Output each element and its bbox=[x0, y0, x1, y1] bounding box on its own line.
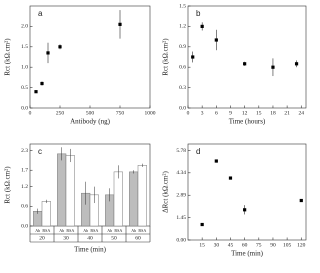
panel-label: d bbox=[196, 147, 200, 156]
data-point bbox=[214, 159, 218, 163]
x-tick-label: 105 bbox=[283, 242, 292, 248]
bar bbox=[129, 171, 139, 227]
x-tick-label: 12 bbox=[242, 110, 248, 116]
data-point bbox=[294, 62, 299, 66]
data-point bbox=[228, 176, 233, 180]
x-tick-label: 45 bbox=[228, 242, 234, 248]
data-point bbox=[243, 62, 247, 66]
data-point bbox=[200, 24, 204, 28]
y-axis-label: Rct (kΩ.cm²) bbox=[4, 38, 12, 76]
y-tick-label: 0.0 bbox=[21, 105, 28, 111]
y-tick-label: 0.5 bbox=[21, 85, 28, 91]
data-point bbox=[58, 45, 62, 49]
bar bbox=[57, 153, 67, 227]
x-axis-label: Time (min) bbox=[231, 250, 263, 258]
y-tick-label: 1.5 bbox=[179, 3, 186, 9]
x-tick-label: 1000 bbox=[145, 110, 156, 116]
y-tick-label: 0.00 bbox=[176, 237, 186, 243]
y-tick-label: 1.7 bbox=[21, 168, 28, 174]
data-point bbox=[40, 81, 44, 86]
data-point bbox=[243, 208, 247, 212]
legend-label: Ab bbox=[59, 228, 64, 233]
legend-label: Ab bbox=[35, 228, 40, 233]
x-tick-label: 50 bbox=[111, 235, 117, 241]
panel-label: b bbox=[196, 9, 201, 18]
x-tick-label: 60 bbox=[242, 242, 248, 248]
y-axis-label: Rct (kΩ.cm²) bbox=[4, 166, 12, 204]
x-tick-label: 0 bbox=[187, 110, 190, 116]
x-tick-label: 6 bbox=[215, 110, 218, 116]
data-point bbox=[200, 222, 204, 227]
x-tick-label: 20 bbox=[39, 235, 45, 241]
x-tick-label: 75 bbox=[256, 242, 262, 248]
x-tick-label: 60 bbox=[135, 235, 141, 241]
data-point bbox=[118, 22, 122, 26]
y-tick-label: 2.0 bbox=[21, 24, 28, 30]
data-point bbox=[299, 198, 303, 203]
x-tick-label: 0 bbox=[29, 110, 32, 116]
y-tick-label: 1.5 bbox=[21, 44, 28, 50]
x-tick-label: 250 bbox=[56, 110, 65, 116]
y-tick-label: 2.3 bbox=[21, 148, 28, 154]
x-axis-label: Time (min) bbox=[74, 246, 106, 254]
data-point bbox=[214, 38, 218, 42]
data-point bbox=[46, 51, 50, 55]
legend-label: BSA bbox=[42, 228, 50, 233]
x-tick-label: 15 bbox=[256, 110, 262, 116]
data-point bbox=[271, 65, 275, 69]
data-point bbox=[34, 90, 38, 94]
x-tick-label: 30 bbox=[214, 242, 220, 248]
plot-frame bbox=[187, 143, 307, 241]
x-tick-label: 9 bbox=[229, 110, 232, 116]
x-tick-label: 120 bbox=[297, 242, 306, 248]
x-tick-label: 40 bbox=[87, 235, 93, 241]
y-tick-label: 0.3 bbox=[179, 85, 186, 91]
bar bbox=[137, 165, 147, 227]
y-tick-label: 2.89 bbox=[176, 193, 186, 199]
legend-label: BSA bbox=[114, 228, 122, 233]
legend-label: Ab bbox=[131, 228, 136, 233]
y-axis-label: Rct (kΩ.cm²) bbox=[162, 38, 170, 76]
panel-label: c bbox=[38, 147, 42, 156]
y-tick-label: 5.78 bbox=[176, 148, 186, 154]
x-tick-label: 750 bbox=[116, 110, 125, 116]
bar bbox=[65, 155, 75, 227]
legend-label: BSA bbox=[66, 228, 74, 233]
bar bbox=[41, 201, 51, 227]
plot-frame bbox=[187, 5, 307, 109]
x-tick-label: 18 bbox=[270, 110, 276, 116]
x-tick-label: 15 bbox=[199, 242, 205, 248]
x-axis-label: Antibody (ng) bbox=[70, 118, 111, 126]
legend-label: Ab bbox=[83, 228, 88, 233]
y-tick-label: 0.9 bbox=[179, 44, 186, 50]
x-tick-label: 90 bbox=[270, 242, 276, 248]
data-point bbox=[191, 55, 195, 59]
legend-label: BSA bbox=[90, 228, 98, 233]
y-tick-label: 1.0 bbox=[21, 64, 28, 70]
y-tick-label: 0.0 bbox=[179, 105, 186, 111]
y-tick-label: 4.34 bbox=[176, 170, 186, 176]
y-tick-label: 0.6 bbox=[21, 204, 28, 210]
y-tick-label: 1.2 bbox=[21, 184, 28, 190]
legend-label: Ab bbox=[107, 228, 112, 233]
panel-label: a bbox=[38, 9, 43, 18]
y-axis-label: ΔRct (kΩ.cm²) bbox=[162, 170, 170, 212]
x-tick-label: 500 bbox=[86, 110, 95, 116]
x-tick-label: 3 bbox=[201, 110, 204, 116]
legend-label: BSA bbox=[138, 228, 146, 233]
bar bbox=[113, 171, 123, 227]
x-axis-label: Time (hours) bbox=[229, 118, 266, 126]
y-tick-label: 1.45 bbox=[176, 215, 186, 221]
y-tick-label: 0.0 bbox=[21, 223, 28, 229]
x-tick-label: 21 bbox=[284, 110, 290, 116]
x-tick-label: 24 bbox=[299, 110, 305, 116]
y-tick-label: 1.2 bbox=[179, 24, 186, 30]
y-tick-label: 0.6 bbox=[179, 64, 186, 70]
x-tick-label: 30 bbox=[63, 235, 69, 241]
